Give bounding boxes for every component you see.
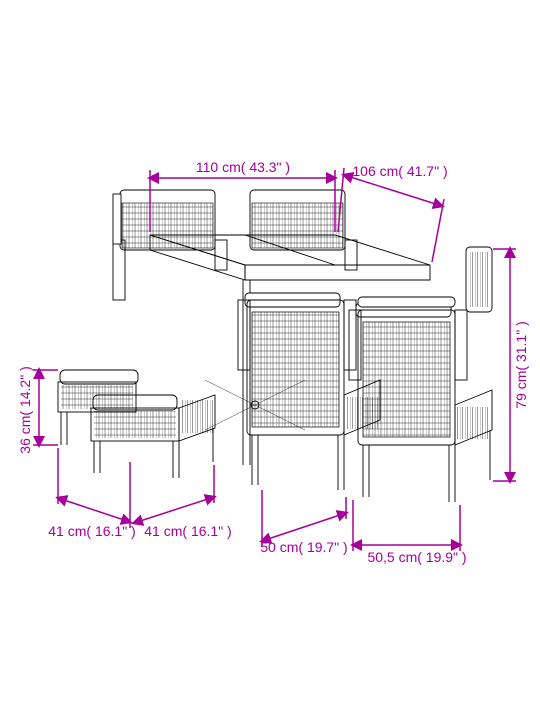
dim-table-depth: 106 cm( 41.7" ): [352, 163, 447, 179]
dim-chair-height: 79 cm( 31.1" ): [513, 321, 529, 408]
dim-chair-depth: 50 cm( 19.7" ): [260, 539, 347, 555]
furniture-drawing: [58, 190, 492, 502]
dim-stool-height: 36 cm( 14.2" ): [17, 366, 33, 453]
chair-front-right: [349, 247, 492, 502]
furniture-dimension-diagram: 110 cm( 43.3" ) 106 cm( 41.7" ) 36 cm( 1…: [0, 0, 540, 720]
dim-table-width: 110 cm( 43.3" ): [196, 159, 290, 175]
dim-stool-w2: 41 cm( 16.1" ): [144, 523, 231, 539]
dim-stool-w1: 41 cm( 16.1" ): [48, 523, 135, 539]
chair-back-left: [113, 190, 227, 300]
chair-front-left: [238, 293, 380, 490]
dim-chair-width: 50,5 cm( 19.9" ): [367, 549, 466, 565]
